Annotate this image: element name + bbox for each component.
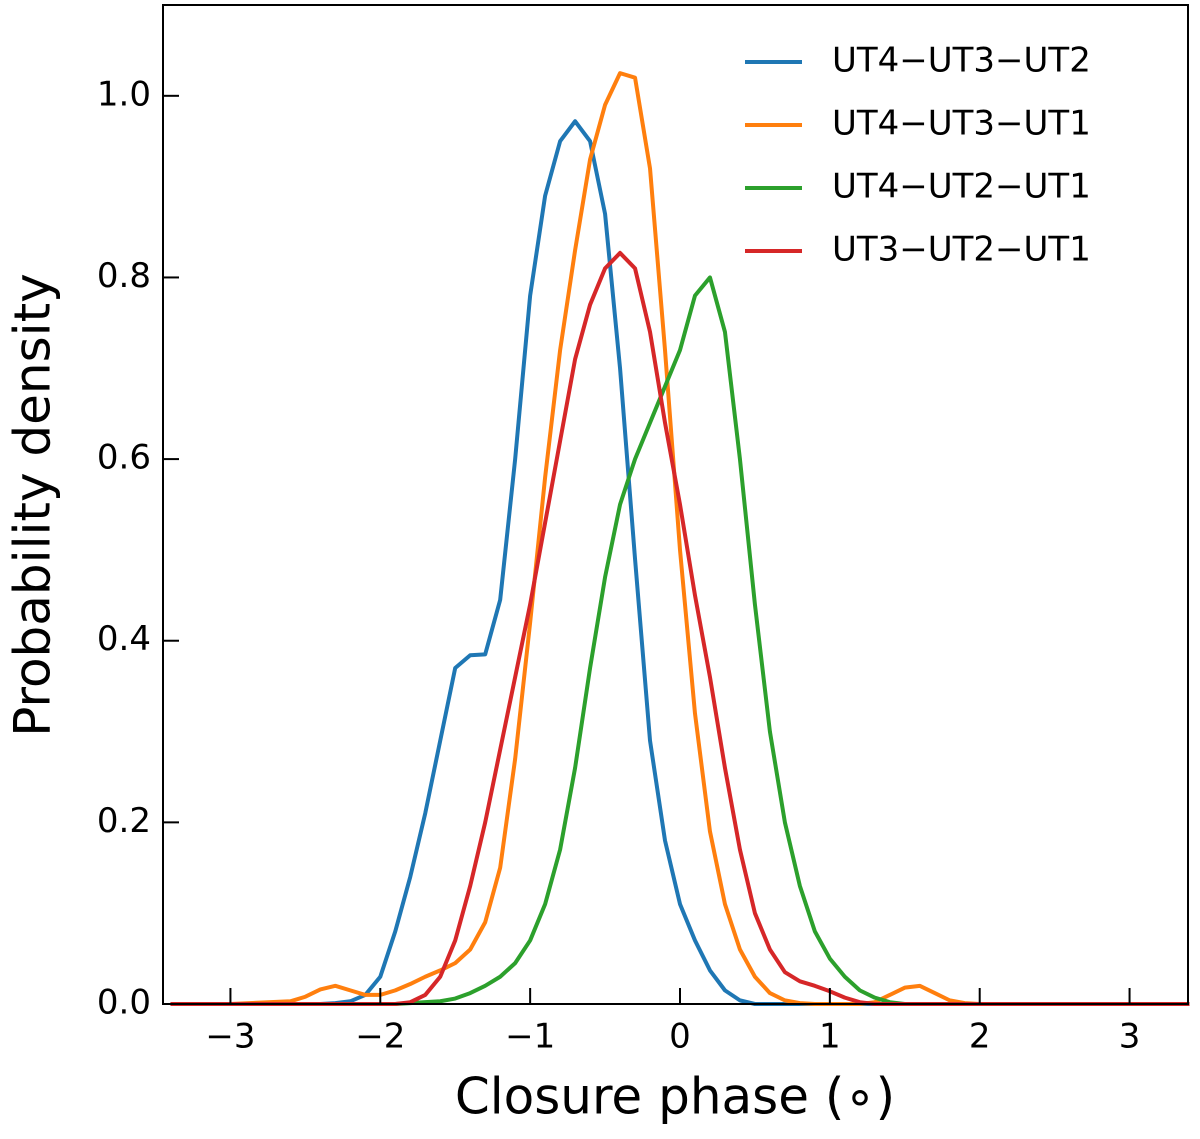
y-tick-label: 0.4	[97, 619, 151, 659]
x-tick-label: −3	[205, 1017, 255, 1057]
y-tick-label: 1.0	[97, 74, 151, 114]
x-axis-title: Closure phase (∘)	[455, 1068, 895, 1126]
y-tick-label: 0.0	[97, 983, 151, 1023]
plot-frame	[162, 4, 1189, 1005]
x-tick-label: 1	[819, 1017, 841, 1057]
legend-text: UT4−UT3−UT2	[832, 41, 1091, 81]
y-tick-label: 0.2	[97, 801, 151, 841]
x-tick-label: 2	[969, 1017, 991, 1057]
series-line	[170, 71, 1190, 1006]
x-tick-label: 0	[669, 1017, 691, 1057]
x-tick-label: 3	[1119, 1017, 1141, 1057]
series-line	[170, 275, 1190, 1006]
legend-text: UT4−UT2−UT1	[832, 167, 1091, 207]
series-line	[170, 250, 1190, 1006]
legend-text: UT4−UT3−UT1	[832, 104, 1091, 144]
y-tick-label: 0.8	[97, 256, 151, 296]
y-tick-label: 0.6	[97, 438, 151, 478]
x-tick-label: −2	[355, 1017, 405, 1057]
x-tick-label: −1	[505, 1017, 555, 1057]
y-axis-title: Probability density	[4, 273, 62, 737]
legend-text: UT3−UT2−UT1	[832, 230, 1091, 270]
